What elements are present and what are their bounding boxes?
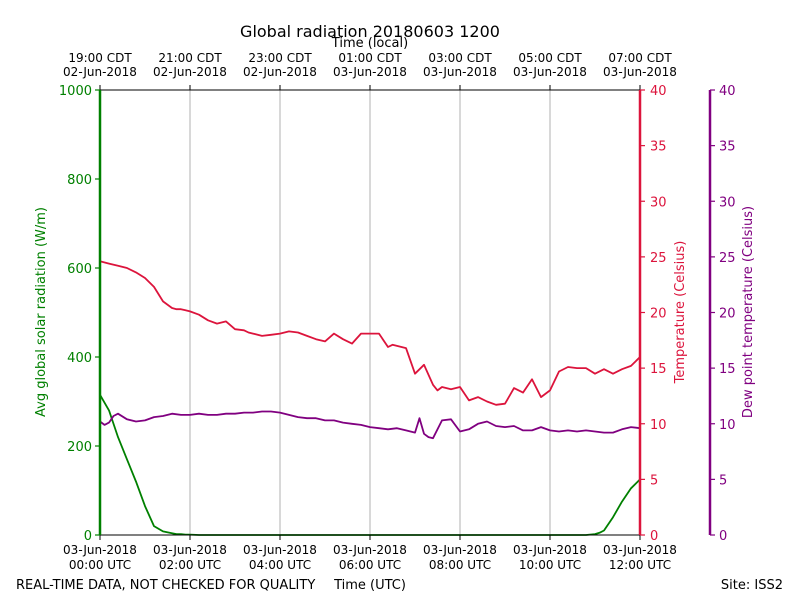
dewpoint-tick-label: 20 (719, 307, 736, 322)
temperature-tick-label: 15 (650, 362, 667, 377)
x-tick-label: 10:00 UTC (519, 558, 581, 572)
dewpoint-tick-label: 0 (719, 529, 727, 544)
dewpoint-tick-label: 30 (719, 195, 736, 210)
site-label: Site: ISS2 (721, 578, 783, 593)
x-tick-label: 03-Jun-2018 (423, 543, 497, 557)
x-tick-label: 08:00 UTC (429, 558, 491, 572)
top-tick-label: 03-Jun-2018 (513, 65, 587, 79)
top-tick-label: 03-Jun-2018 (333, 65, 407, 79)
temperature-tick-label: 5 (650, 473, 658, 488)
radiation-tick-label: 400 (67, 351, 92, 366)
dewpoint-tick-label: 15 (719, 362, 736, 377)
quality-notice: REAL-TIME DATA, NOT CHECKED FOR QUALITY (16, 578, 315, 593)
x-tick-label: 03-Jun-2018 (63, 543, 137, 557)
chart-title: Global radiation 20180603 1200 (240, 22, 500, 41)
radiation-axis-label: Avg global solar radiation (W/m) (34, 207, 49, 417)
top-tick-label: 03-Jun-2018 (603, 65, 677, 79)
temperature-tick-label: 40 (650, 84, 667, 99)
temperature-tick-label: 30 (650, 195, 667, 210)
dewpoint-tick-label: 35 (719, 140, 736, 155)
top-tick-label: 03-Jun-2018 (423, 65, 497, 79)
temperature-tick-label: 25 (650, 251, 667, 266)
top-tick-label: 07:00 CDT (608, 51, 672, 65)
top-tick-label: 02-Jun-2018 (153, 65, 227, 79)
grid-lines (189, 90, 551, 535)
temperature-tick-label: 20 (650, 307, 667, 322)
x-tick-label: 02:00 UTC (159, 558, 221, 572)
x-tick-label: 12:00 UTC (609, 558, 671, 572)
radiation-tick-label: 200 (67, 440, 92, 455)
x-tick-label: 03-Jun-2018 (513, 543, 587, 557)
dewpoint-series-line (99, 410, 641, 440)
dewpoint-tick-label: 25 (719, 251, 736, 266)
radiation-tick-label: 0 (84, 529, 92, 544)
top-tick-label: 03:00 CDT (428, 51, 492, 65)
top-tick-label: 21:00 CDT (158, 51, 222, 65)
radiation-tick-label: 600 (67, 262, 92, 277)
radiation-tick-label: 1000 (59, 84, 92, 99)
x-tick-label: 03-Jun-2018 (333, 543, 407, 557)
x-tick-label: 03-Jun-2018 (243, 543, 317, 557)
top-tick-label: 19:00 CDT (68, 51, 132, 65)
dewpoint-axis-label: Dew point temperature (Celsius) (741, 206, 756, 418)
dewpoint-tick-label: 5 (719, 473, 727, 488)
x-tick-label: 04:00 UTC (249, 558, 311, 572)
temperature-tick-label: 0 (650, 529, 658, 544)
temperature-axis-label: Temperature (Celsius) (673, 241, 688, 385)
temperature-tick-label: 10 (650, 418, 667, 433)
x-axis-label: Time (UTC) (333, 578, 406, 593)
x-tick-label: 00:00 UTC (69, 558, 131, 572)
top-tick-label: 23:00 CDT (248, 51, 312, 65)
radiation-tick-label: 800 (67, 173, 92, 188)
top-tick-label: 05:00 CDT (518, 51, 582, 65)
x-tick-label: 03-Jun-2018 (153, 543, 227, 557)
top-tick-label: 02-Jun-2018 (243, 65, 317, 79)
x-tick-label: 06:00 UTC (339, 558, 401, 572)
top-tick-label: 02-Jun-2018 (63, 65, 137, 79)
dewpoint-tick-label: 40 (719, 84, 736, 99)
x-tick-label: 03-Jun-2018 (603, 543, 677, 557)
temperature-series-line (99, 260, 641, 406)
top-tick-label: 01:00 CDT (338, 51, 402, 65)
top-axis-label: Time (local) (331, 36, 408, 51)
temperature-tick-label: 35 (650, 140, 667, 155)
dewpoint-tick-label: 10 (719, 418, 736, 433)
